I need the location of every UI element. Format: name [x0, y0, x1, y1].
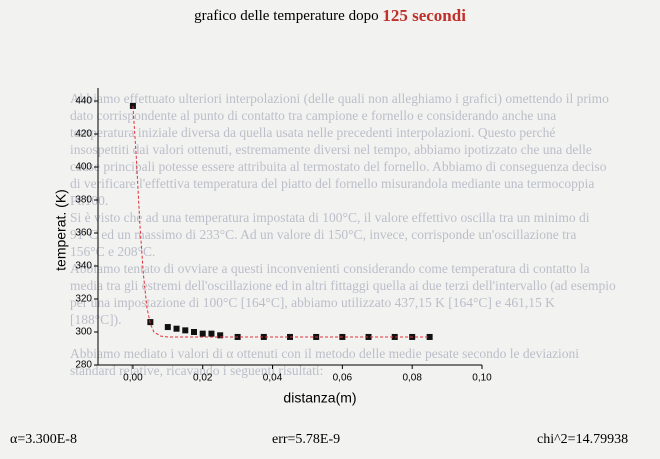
y-tick-label: 300: [75, 327, 92, 338]
background-line: cause principali potesse essere attribui…: [70, 159, 607, 174]
background-line: temperatura iniziale diversa da quella u…: [70, 125, 555, 140]
background-line: Si è visto che ad una temperatura impost…: [70, 210, 590, 225]
y-tick-label: 400: [75, 162, 92, 173]
point: [217, 332, 224, 339]
y-tick-label: 320: [75, 294, 92, 305]
title-highlight: 125 secondi: [382, 6, 466, 25]
background-line: [188°C]).: [70, 312, 122, 327]
chi2: chi^2=14.79938: [537, 432, 628, 447]
background-line: per una impostazione di 100°C [164°C], a…: [70, 295, 555, 310]
point: [182, 327, 189, 334]
background-line: media tra gli estremi dell'oscillazione …: [70, 278, 616, 293]
background-line: Abbiamo mediato i valori di α ottenuti c…: [70, 346, 579, 361]
point: [208, 330, 215, 337]
err: err=5.78E-9: [272, 432, 340, 447]
background-line: dato corrispondente al punto di contatto…: [70, 108, 556, 123]
background-text: Abbiamo effettuato ulteriori interpolazi…: [70, 91, 616, 378]
x-tick-label: 0,02: [193, 373, 213, 384]
y-tick-label: 360: [75, 228, 92, 239]
y-axis-label: temperat. (K): [53, 189, 69, 271]
background-line: di verificare l'effettiva temperatura de…: [70, 176, 594, 191]
background-line: insospettiti dai valori ottenuti, estrem…: [70, 142, 592, 157]
x-tick-label: 0,04: [263, 373, 283, 384]
point: [260, 333, 267, 340]
background-line: Pt.100.: [70, 193, 108, 208]
point: [287, 333, 293, 340]
point: [199, 330, 206, 337]
title-main: grafico delle temperature dopo: [194, 8, 379, 24]
background-line: Abbiamo effettuato ulteriori interpolazi…: [70, 91, 609, 106]
point: [365, 333, 372, 340]
x-tick-label: 0,08: [402, 373, 422, 384]
x-tick-label: 0,10: [472, 373, 492, 384]
chart-title: grafico delle temperature dopo 125 secon…: [194, 6, 466, 25]
point: [191, 329, 197, 335]
background-line: Abbiamo tentato di ovviare a questi inco…: [70, 261, 590, 276]
y-tick-label: 420: [75, 129, 92, 140]
fit-line: [132, 105, 430, 338]
x-tick-label: 0,06: [333, 373, 353, 384]
alpha: α=3.300E-8: [10, 432, 77, 447]
point: [164, 324, 171, 331]
y-tick-label: 280: [75, 360, 92, 371]
point: [391, 333, 398, 340]
y-tick-label: 340: [75, 261, 92, 272]
background-line: 156°C e 208°C.: [70, 244, 155, 259]
point: [173, 325, 180, 332]
x-axis-label: distanza(m): [283, 390, 356, 406]
background-line: 91°C ed un massimo di 233°C. Ad un valor…: [70, 227, 576, 242]
point: [426, 333, 433, 340]
y-tick-label: 380: [75, 195, 92, 206]
x-tick-label: 0,00: [123, 373, 143, 384]
y-tick-label: 440: [75, 96, 92, 107]
